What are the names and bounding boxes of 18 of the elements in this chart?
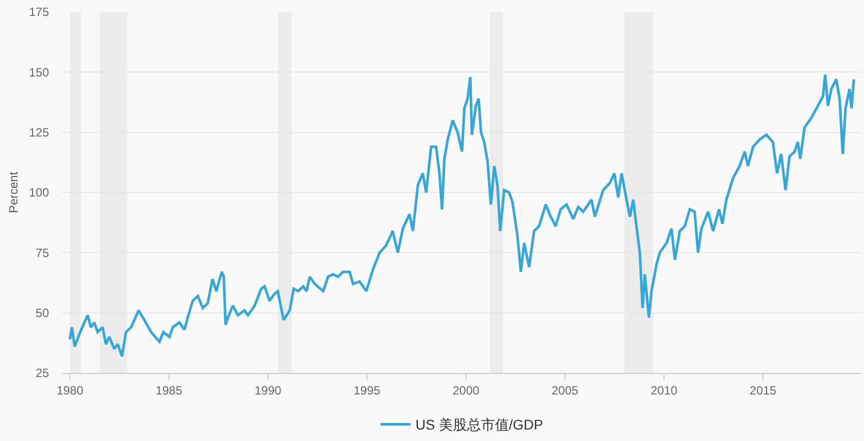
line-series xyxy=(68,73,856,358)
y-tick-label: 50 xyxy=(36,306,50,320)
x-tick-label: 1995 xyxy=(354,383,381,398)
y-tick-label: 175 xyxy=(28,5,50,20)
y-axis-title: Percent xyxy=(6,171,20,214)
x-tick-label: 2015 xyxy=(750,383,777,398)
y-tick-label: 25 xyxy=(36,366,50,380)
x-tick-label: 2005 xyxy=(552,383,579,398)
x-tick-label: 1985 xyxy=(156,383,183,398)
y-tick-label: 75 xyxy=(36,246,50,260)
legend-label: US 美股总市值/GDP xyxy=(416,416,544,433)
x-tick-label: 1980 xyxy=(56,383,84,398)
x-tick-label: 1990 xyxy=(254,383,282,398)
x-tick-label: 2010 xyxy=(650,383,678,398)
y-tick-label: 125 xyxy=(28,126,50,140)
x-tick-label: 2000 xyxy=(452,383,480,398)
y-tick-label: 150 xyxy=(28,65,50,80)
y-tick-label: 100 xyxy=(28,186,50,200)
